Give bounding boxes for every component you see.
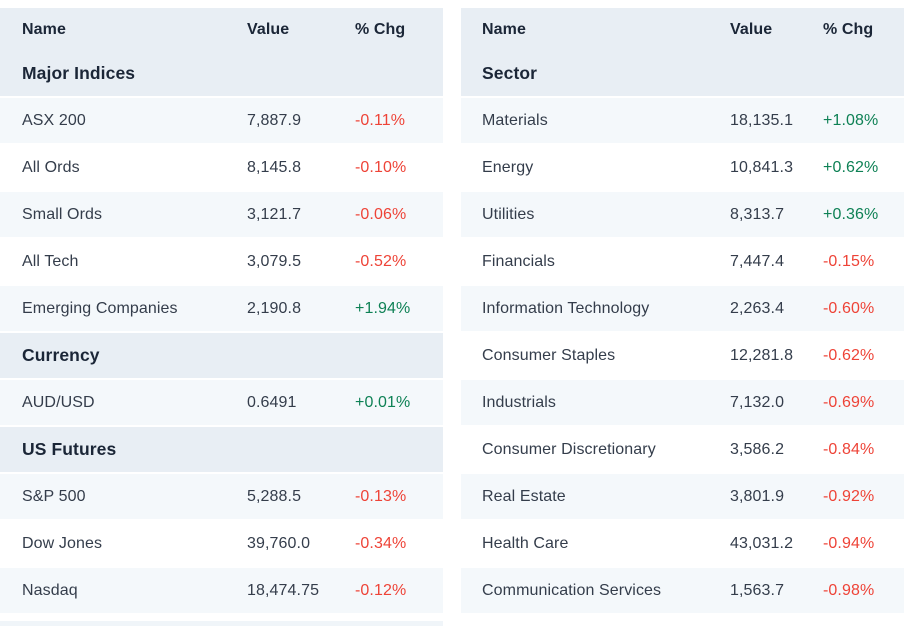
instrument-value: 5,288.5 xyxy=(247,487,302,505)
instrument-name: Industrials xyxy=(482,393,557,411)
table-row[interactable]: Industrials 7,132.0 -0.69% xyxy=(461,380,904,425)
instrument-name: Communication Services xyxy=(482,581,662,599)
instrument-value: 12,281.8 xyxy=(730,346,794,364)
change-percent: -0.06% xyxy=(355,205,407,223)
change-percent: -0.15% xyxy=(823,252,875,270)
table-row[interactable]: Financials 7,447.4 -0.15% xyxy=(461,239,904,284)
table-row[interactable]: Information Technology 2,263.4 -0.60% xyxy=(461,286,904,331)
instrument-name: Materials xyxy=(482,111,548,129)
column-header-value: Value xyxy=(247,20,290,38)
instrument-name: Dow Jones xyxy=(22,534,103,552)
section-header-row: Currency xyxy=(0,333,443,378)
instrument-value: 10,841.3 xyxy=(730,158,794,176)
change-percent: -0.11% xyxy=(355,111,406,129)
instrument-value: 2,190.8 xyxy=(247,299,302,317)
instrument-value: 18,135.1 xyxy=(730,111,794,129)
partial-next-row xyxy=(0,621,443,626)
instrument-name: Energy xyxy=(482,158,534,176)
instrument-name: AUD/USD xyxy=(22,393,95,411)
change-percent: -0.94% xyxy=(823,534,875,552)
change-percent: -0.12% xyxy=(355,581,407,599)
table-row[interactable]: Health Care 43,031.2 -0.94% xyxy=(461,521,904,566)
section-title: US Futures xyxy=(22,439,117,459)
instrument-name: ASX 200 xyxy=(22,111,86,129)
instrument-value: 1,563.7 xyxy=(730,581,785,599)
instrument-value: 7,132.0 xyxy=(730,393,785,411)
change-percent: -0.69% xyxy=(823,393,875,411)
instrument-name: All Ords xyxy=(22,158,80,176)
change-percent: -0.92% xyxy=(823,487,875,505)
column-header-chg: % Chg xyxy=(823,20,874,38)
instrument-value: 3,586.2 xyxy=(730,440,785,458)
table-row[interactable]: Dow Jones 39,760.0 -0.34% xyxy=(0,521,443,566)
instrument-value: 2,263.4 xyxy=(730,299,785,317)
section-header-row: US Futures xyxy=(0,427,443,472)
instrument-value: 43,031.2 xyxy=(730,534,794,552)
change-percent: -0.10% xyxy=(355,158,407,176)
table-row[interactable]: Emerging Companies 2,190.8 +1.94% xyxy=(0,286,443,331)
instrument-name: Emerging Companies xyxy=(22,299,178,317)
section-title: Major Indices xyxy=(22,63,136,83)
table-row[interactable]: Utilities 8,313.7 +0.36% xyxy=(461,192,904,237)
instrument-name: Health Care xyxy=(482,534,569,552)
table-row[interactable]: All Ords 8,145.8 -0.10% xyxy=(0,145,443,190)
instrument-name: Consumer Discretionary xyxy=(482,440,656,458)
instrument-name: Utilities xyxy=(482,205,535,223)
instrument-value: 8,145.8 xyxy=(247,158,302,176)
table-row[interactable]: Consumer Staples 12,281.8 -0.62% xyxy=(461,333,904,378)
column-header-name: Name xyxy=(482,20,526,38)
section-header-row: Major Indices xyxy=(0,51,443,96)
change-percent: +0.36% xyxy=(823,205,879,223)
instrument-name: S&P 500 xyxy=(22,487,86,505)
change-percent: +0.01% xyxy=(355,393,411,411)
change-percent: +0.62% xyxy=(823,158,879,176)
table-row[interactable]: S&P 500 5,288.5 -0.13% xyxy=(0,474,443,519)
table-row[interactable]: Materials 18,135.1 +1.08% xyxy=(461,98,904,143)
column-header-chg: % Chg xyxy=(355,20,406,38)
instrument-name: Financials xyxy=(482,252,556,270)
instrument-value: 18,474.75 xyxy=(247,581,320,599)
instrument-value: 8,313.7 xyxy=(730,205,785,223)
instrument-value: 39,760.0 xyxy=(247,534,311,552)
change-percent: -0.62% xyxy=(823,346,875,364)
change-percent: -0.84% xyxy=(823,440,875,458)
instrument-value: 3,801.9 xyxy=(730,487,785,505)
sectors-table: Name Value % Chg Sector Materials 18,135.1… xyxy=(461,8,904,615)
change-percent: -0.52% xyxy=(355,252,407,270)
instrument-value: 7,447.4 xyxy=(730,252,785,270)
section-header-row: Sector xyxy=(461,51,904,96)
section-title: Sector xyxy=(482,63,538,83)
instrument-name: Small Ords xyxy=(22,205,103,223)
table-row[interactable]: All Tech 3,079.5 -0.52% xyxy=(0,239,443,284)
table-row[interactable]: Communication Services 1,563.7 -0.98% xyxy=(461,568,904,613)
change-percent: -0.13% xyxy=(355,487,407,505)
instrument-name: Consumer Staples xyxy=(482,346,616,364)
table-row[interactable]: Real Estate 3,801.9 -0.92% xyxy=(461,474,904,519)
instrument-name: All Tech xyxy=(22,252,79,270)
instrument-name: Real Estate xyxy=(482,487,566,505)
table-row[interactable]: Small Ords 3,121.7 -0.06% xyxy=(0,192,443,237)
table-row[interactable]: Nasdaq 18,474.75 -0.12% xyxy=(0,568,443,613)
instrument-value: 0.6491 xyxy=(247,393,297,411)
table-row[interactable]: ASX 200 7,887.9 -0.11% xyxy=(0,98,443,143)
indices-table: Name Value % Chg Major Indices ASX 200 7,8… xyxy=(0,8,443,615)
column-header-row: Name Value % Chg xyxy=(461,8,904,51)
column-header-value: Value xyxy=(730,20,773,38)
instrument-value: 3,121.7 xyxy=(247,205,302,223)
change-percent: +1.94% xyxy=(355,299,411,317)
column-header-row: Name Value % Chg xyxy=(0,8,443,51)
instrument-value: 3,079.5 xyxy=(247,252,302,270)
instrument-value: 7,887.9 xyxy=(247,111,302,129)
column-header-name: Name xyxy=(22,20,66,38)
change-percent: -0.60% xyxy=(823,299,875,317)
change-percent: -0.98% xyxy=(823,581,875,599)
change-percent: +1.08% xyxy=(823,111,879,129)
table-row[interactable]: Consumer Discretionary 3,586.2 -0.84% xyxy=(461,427,904,472)
change-percent: -0.34% xyxy=(355,534,407,552)
table-row[interactable]: Energy 10,841.3 +0.62% xyxy=(461,145,904,190)
instrument-name: Nasdaq xyxy=(22,581,78,599)
instrument-name: Information Technology xyxy=(482,299,650,317)
table-row[interactable]: AUD/USD 0.6491 +0.01% xyxy=(0,380,443,425)
section-title: Currency xyxy=(22,345,100,365)
